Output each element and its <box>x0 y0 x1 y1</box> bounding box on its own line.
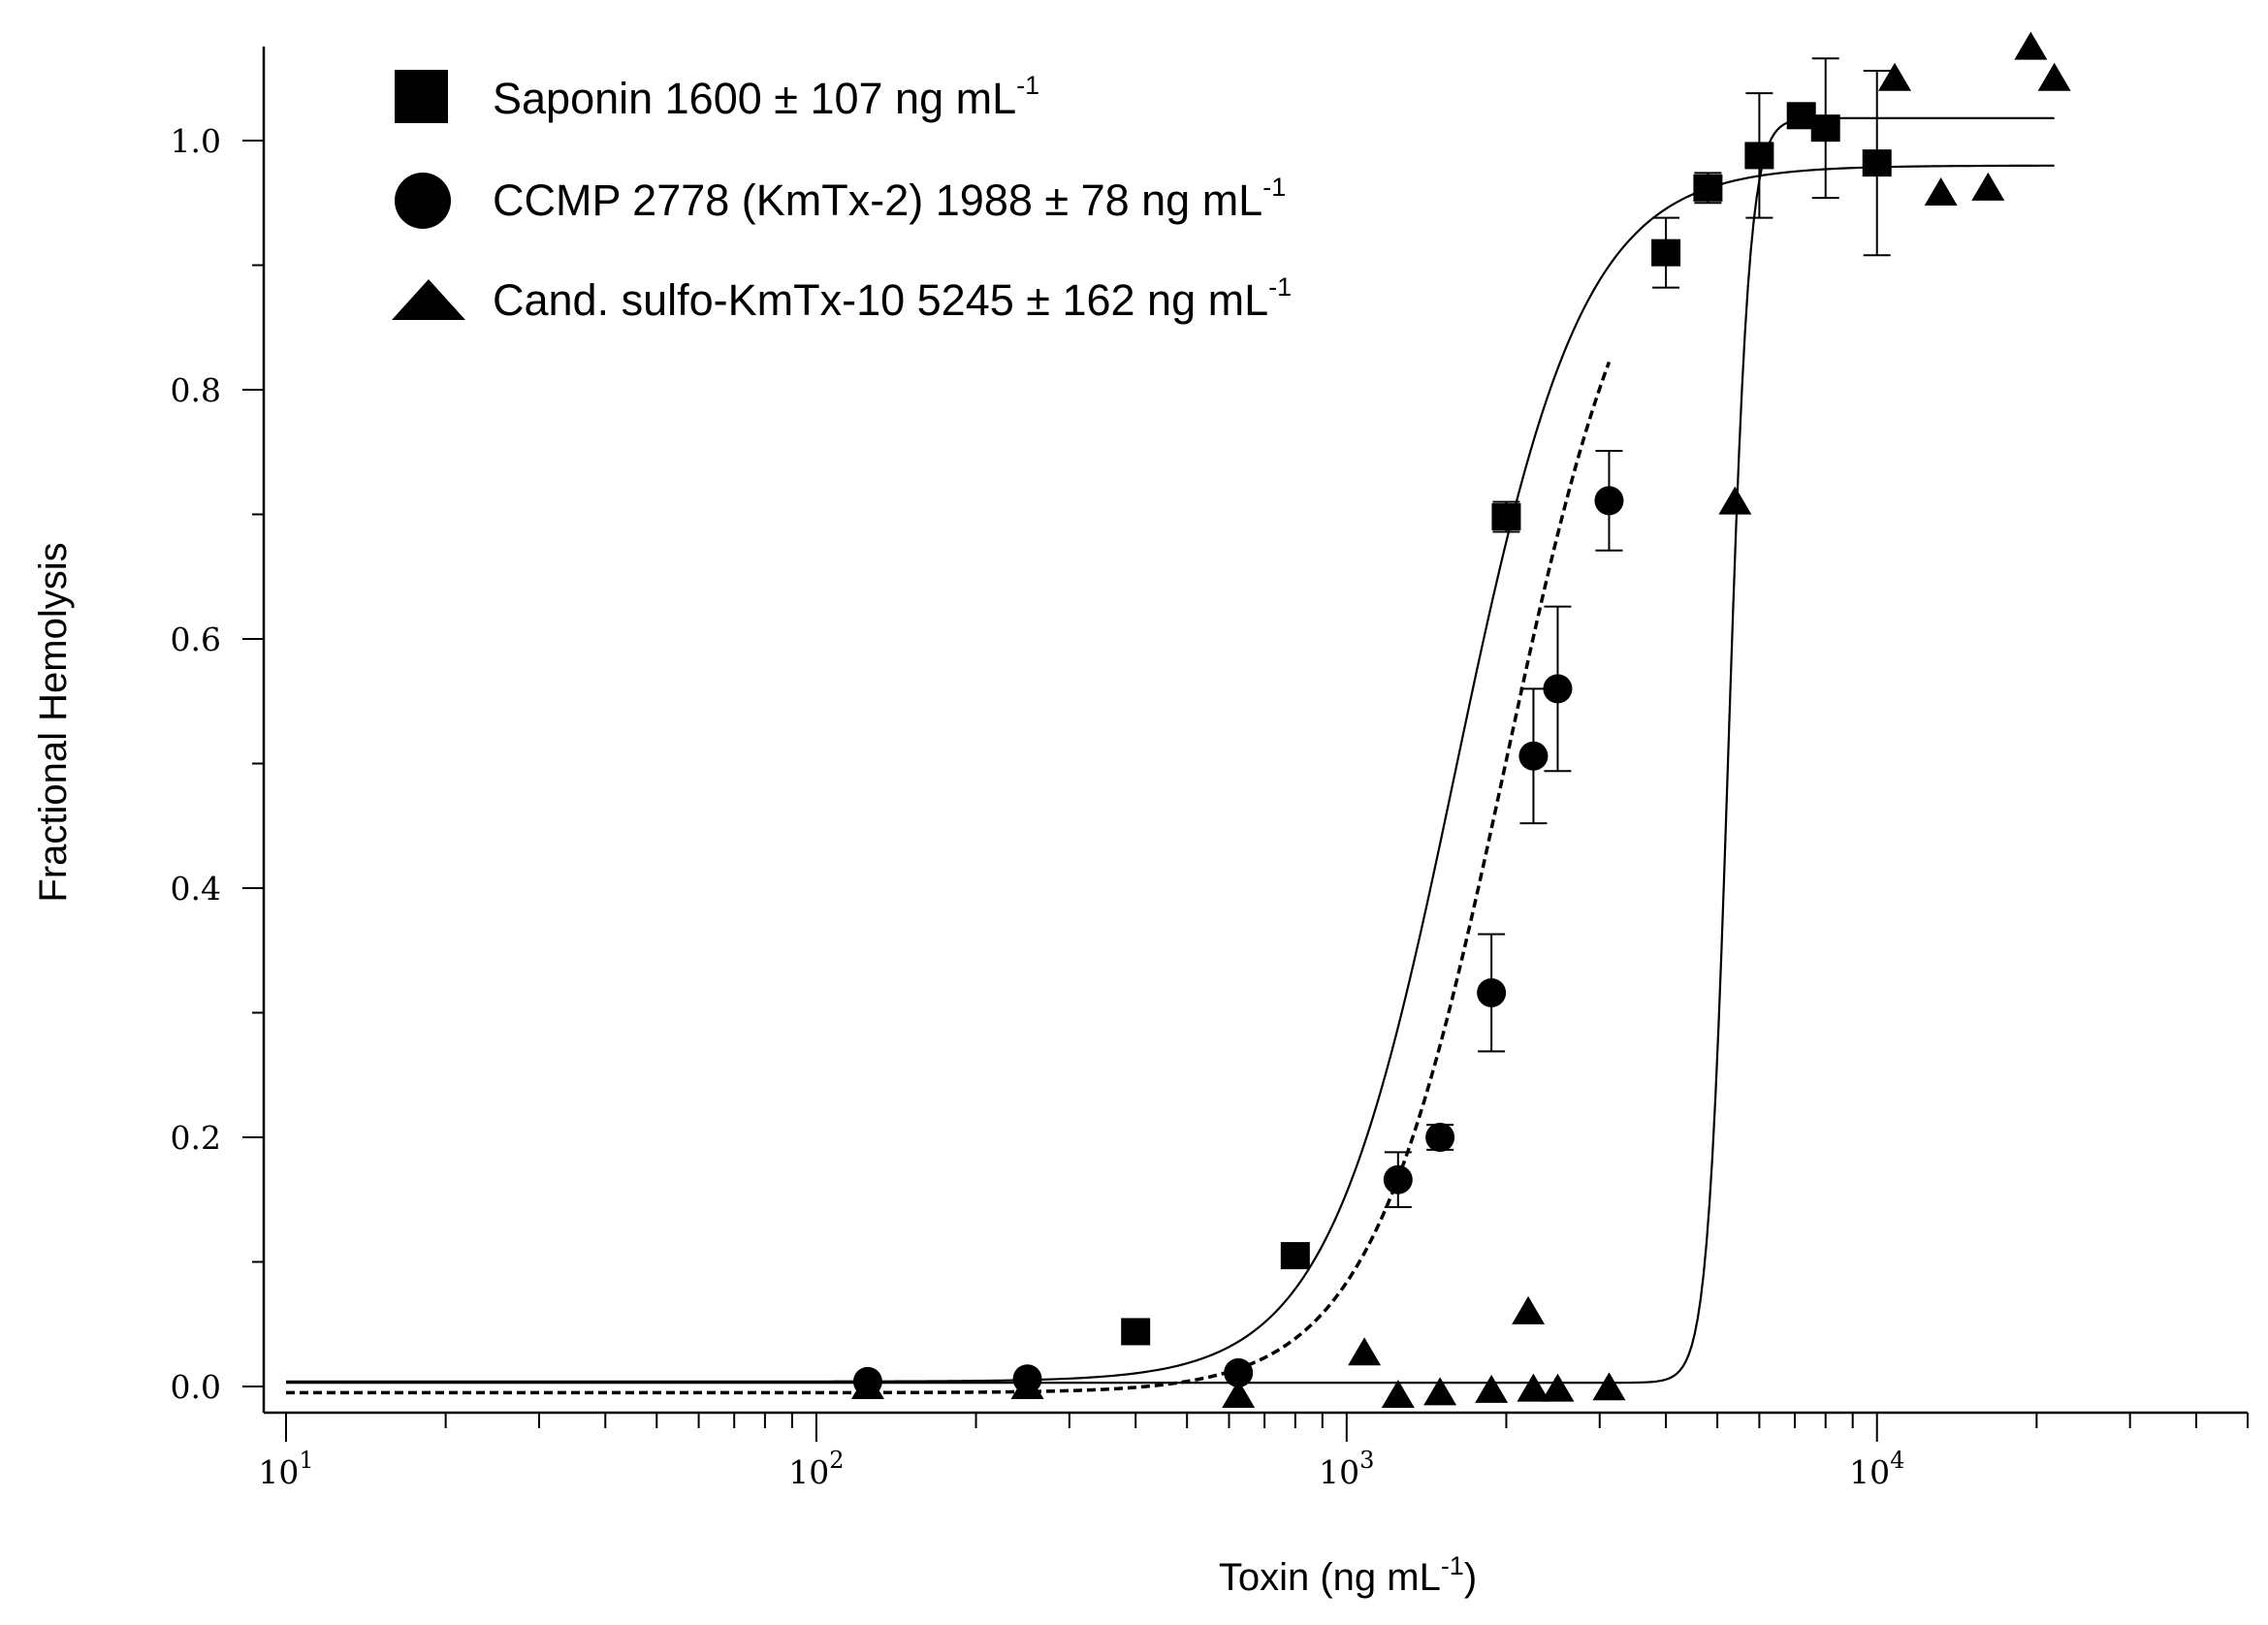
triangle-point <box>1512 1295 1546 1324</box>
triangle-point <box>1718 486 1752 515</box>
axes <box>262 47 2248 1415</box>
legend-label-saponin: Saponin 1600 ± 107 ng mL-1 <box>493 71 1039 123</box>
legend-square-marker <box>395 70 448 123</box>
square-point <box>1862 149 1892 177</box>
circle-point <box>1518 741 1549 771</box>
square-point <box>1651 239 1681 267</box>
y-tick-label: 1.0 <box>171 122 221 160</box>
square-point <box>1491 503 1521 531</box>
legend-circle-marker <box>395 173 451 229</box>
fit-curve-circle <box>286 361 1612 1395</box>
triangle-point <box>1971 172 2005 201</box>
x-tick-label: 104 <box>1849 1447 1904 1491</box>
triangle-point <box>1348 1337 1382 1366</box>
triangle-point <box>1517 1373 1550 1402</box>
circle-point <box>1425 1123 1455 1152</box>
circle-point <box>1543 674 1573 704</box>
circle-point <box>1594 486 1624 516</box>
square-point <box>1744 142 1774 170</box>
triangle-point <box>1878 62 1912 91</box>
legend-triangle-marker <box>392 279 465 320</box>
x-tick-label: 102 <box>788 1447 844 1491</box>
y-tick-label: 0.2 <box>171 1119 221 1157</box>
triangle-point <box>1222 1379 1256 1408</box>
x-axis-title: Toxin (ng mL-1) <box>1219 1551 1477 1599</box>
triangle-point <box>1010 1371 1044 1399</box>
square-point <box>1121 1318 1151 1346</box>
circle-point <box>1224 1357 1254 1387</box>
triangle-point <box>1541 1373 1575 1402</box>
y-tick-label: 0.6 <box>171 621 221 658</box>
legend-label-ccmp2778: CCMP 2778 (KmTx-2) 1988 ± 78 ng mL-1 <box>493 173 1286 225</box>
square-point <box>1693 174 1723 202</box>
triangle-point <box>1592 1372 1626 1401</box>
x-tick-label: 103 <box>1319 1447 1374 1491</box>
triangle-point <box>1423 1377 1457 1406</box>
triangle-point <box>1381 1379 1415 1408</box>
y-tick-label: 0.4 <box>171 870 221 908</box>
square-point <box>1280 1242 1310 1270</box>
fit-curve-square <box>286 164 2055 1383</box>
y-axis-title: Fractional Hemolysis <box>32 542 75 902</box>
circle-point <box>1477 977 1507 1007</box>
legend-label-sulfo-kmtx10: Cand. sulfo-KmTx-10 5245 ± 162 ng mL-1 <box>493 272 1292 325</box>
x-tick-label: 101 <box>258 1447 313 1491</box>
triangle-point <box>1924 176 1958 206</box>
square-point <box>1786 102 1816 130</box>
circle-point <box>1383 1164 1413 1195</box>
y-tick-label: 0.0 <box>171 1368 221 1406</box>
y-ticks: 0.0 0.2 0.4 0.6 0.8 1.0 <box>171 122 264 1406</box>
data-points <box>850 31 2071 1408</box>
x-ticks: 101 102 103 104 <box>258 1413 2249 1491</box>
square-point <box>1810 114 1840 143</box>
y-tick-label: 0.8 <box>171 371 221 409</box>
triangle-point <box>1475 1374 1509 1403</box>
triangle-point <box>850 1371 884 1399</box>
triangle-point <box>2037 62 2071 91</box>
legend: Saponin 1600 ± 107 ng mL-1 CCMP 2778 (Km… <box>392 70 1292 325</box>
triangle-point <box>2014 31 2048 60</box>
